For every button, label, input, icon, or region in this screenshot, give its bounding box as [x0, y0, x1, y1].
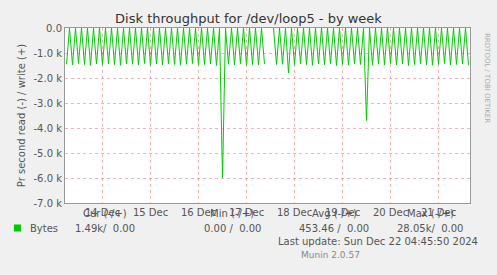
svg-text:RRDTOOL / TOBI OETIKER: RRDTOOL / TOBI OETIKER	[483, 33, 491, 123]
svg-text:15 Dec: 15 Dec	[133, 207, 168, 218]
svg-text:-3.0 k: -3.0 k	[34, 98, 63, 109]
svg-text:-7.0 k: -7.0 k	[34, 198, 63, 209]
svg-text:Bytes: Bytes	[30, 223, 58, 234]
svg-text:-4.0 k: -4.0 k	[34, 123, 63, 134]
svg-text:-1.0 k: -1.0 k	[34, 48, 63, 59]
svg-text:20 Dec: 20 Dec	[373, 207, 408, 218]
svg-text:14 Dec: 14 Dec	[85, 207, 120, 218]
svg-text:16 Dec: 16 Dec	[181, 207, 216, 218]
svg-text:1.49k/ 0.00: 1.49k/ 0.00	[75, 223, 135, 234]
svg-text:18 Dec: 18 Dec	[277, 207, 312, 218]
svg-text:Last update: Sun Dec 22 04:45:: Last update: Sun Dec 22 04:45:50 2024	[278, 236, 478, 247]
svg-text:19 Dec: 19 Dec	[325, 207, 360, 218]
svg-text:0.0: 0.0	[46, 23, 62, 34]
svg-text:0.00 / 0.00: 0.00 / 0.00	[204, 223, 261, 234]
svg-text:-5.0 k: -5.0 k	[34, 148, 63, 159]
svg-text:21 Dec: 21 Dec	[421, 207, 456, 218]
svg-text:Pr second read (-) / write (+): Pr second read (-) / write (+)	[16, 44, 27, 187]
svg-text:Max (-/+): Max (-/+)	[407, 208, 454, 219]
svg-text:453.46 / 0.00: 453.46 / 0.00	[299, 223, 369, 234]
svg-text:-2.0 k: -2.0 k	[34, 73, 63, 84]
svg-text:Disk throughput for /dev/loop5: Disk throughput for /dev/loop5 - by week	[115, 11, 382, 26]
svg-text:Cur (-/+): Cur (-/+)	[83, 208, 127, 219]
svg-text:-6.0 k: -6.0 k	[34, 173, 63, 184]
svg-text:28.05k/ 0.00: 28.05k/ 0.00	[397, 223, 463, 234]
svg-text:17 Dec: 17 Dec	[229, 207, 264, 218]
svg-text:Munin 2.0.57: Munin 2.0.57	[301, 250, 360, 260]
svg-text:Avg (-/+): Avg (-/+)	[312, 208, 357, 219]
svg-text:Min (-/+): Min (-/+)	[210, 208, 254, 219]
